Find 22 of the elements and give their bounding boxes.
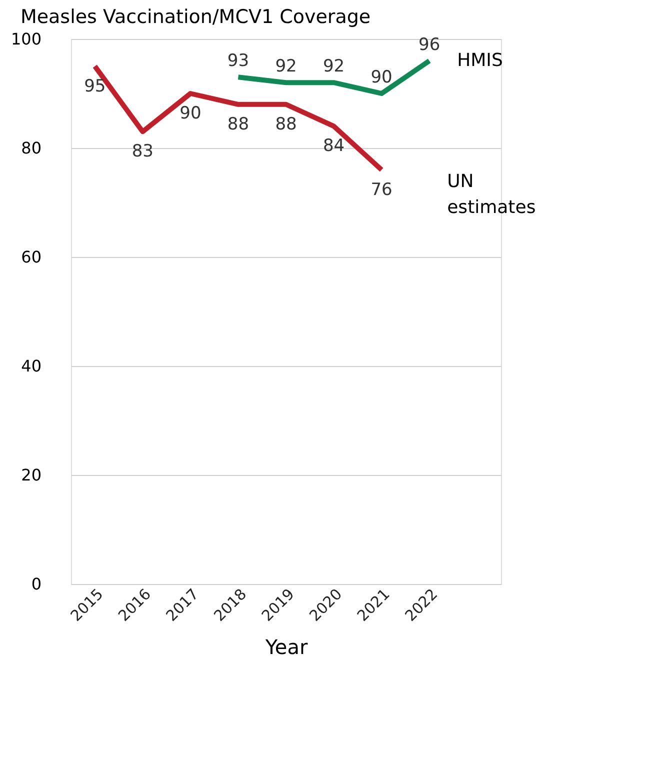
series-label: HMIS	[457, 50, 503, 71]
y-tick-label: 60	[21, 248, 42, 266]
y-tick-label: 80	[21, 138, 42, 158]
y-tick-label: 20	[21, 466, 42, 484]
data-label: 88	[227, 114, 250, 134]
data-label: 84	[322, 136, 345, 156]
data-label: 95	[84, 76, 106, 96]
data-label: 92	[275, 56, 297, 77]
data-label: 88	[275, 114, 297, 134]
data-label: 93	[227, 51, 250, 72]
y-tick-label: 0	[31, 574, 42, 594]
chart-title: Measles Vaccination/MCV1 Coverage	[20, 6, 371, 28]
data-label: 90	[180, 104, 202, 124]
x-axis-title: Year	[264, 635, 308, 660]
data-label: 96	[418, 34, 440, 55]
data-label: 83	[132, 142, 154, 162]
data-label: 92	[322, 56, 345, 77]
text: UN estimates	[447, 170, 536, 218]
y-tick-label: 40	[21, 356, 42, 376]
data-label: 76	[370, 180, 392, 200]
y-tick-label: 100	[10, 30, 42, 48]
data-label: 90	[370, 68, 392, 88]
